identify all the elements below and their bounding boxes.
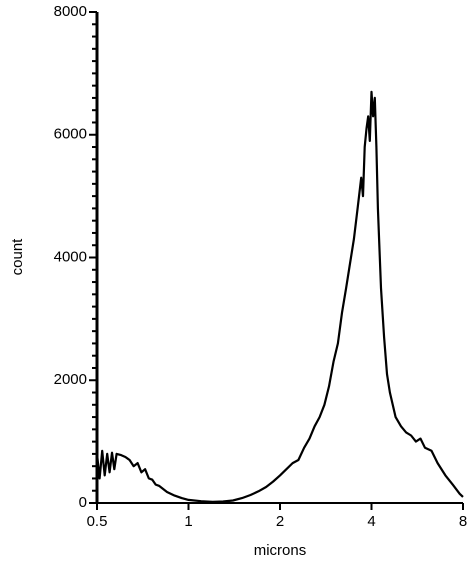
- data-line: [95, 90, 464, 503]
- x-axis-label: microns: [254, 542, 307, 559]
- y-tick-label: 2000: [54, 371, 87, 388]
- y-tick-label: 8000: [54, 3, 87, 20]
- y-tick-label: 4000: [54, 248, 87, 265]
- x-tick-label: 8: [459, 513, 467, 530]
- x-tick-label: 4: [367, 513, 375, 530]
- y-tick-label: 6000: [54, 126, 87, 143]
- x-tick-label: 1: [184, 513, 192, 530]
- x-tick-label: 2: [276, 513, 284, 530]
- x-tick-label: 0.5: [87, 513, 108, 530]
- y-tick-label: 0: [79, 494, 87, 511]
- y-axis-label: count: [9, 238, 26, 276]
